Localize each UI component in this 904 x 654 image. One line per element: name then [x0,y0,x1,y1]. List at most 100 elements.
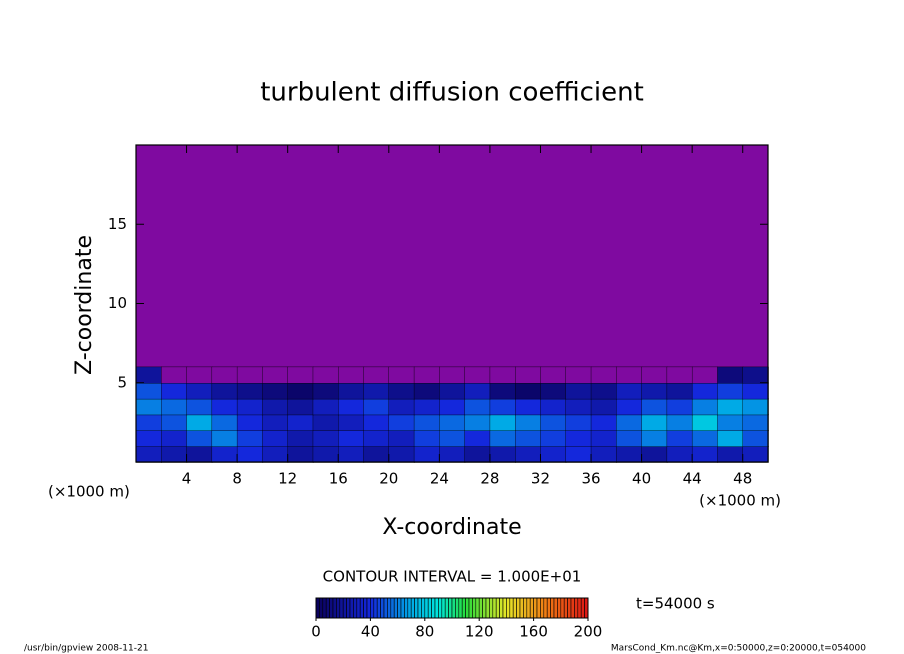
field-cell [616,398,643,416]
colorbar-stripe [495,597,500,619]
colorbar-stripe [353,597,358,619]
field-cell [161,398,188,416]
field-cell [161,382,188,400]
field-cell [135,414,162,432]
field-cell [236,398,264,416]
colorbar-stripe [329,597,334,619]
field-cell [666,430,693,447]
field-cell [312,382,339,400]
field-cell [515,445,542,463]
chart-title: turbulent diffusion coefficient [260,78,644,108]
field-cell [641,366,668,384]
field-cell [515,366,542,384]
x-tick-label: 32 [531,470,550,488]
colorbar-stripe [407,597,412,619]
field-cell [489,414,516,432]
field-cell [515,430,542,447]
field-cell [691,366,719,384]
field-cell [236,414,264,432]
colorbar-stripe [567,597,572,619]
field-cell [515,414,542,432]
field-cell [363,366,390,384]
x-tick-label: 24 [430,470,449,488]
colorbar-stripe [390,597,395,619]
colorbar-stripe [523,597,528,619]
field-cell [262,366,289,384]
field-cell [338,382,365,400]
colorbar-stripe [417,597,422,619]
field-cell [287,382,314,400]
colorbar-stripe [438,597,443,619]
field-cell [363,414,390,432]
field-cell [312,398,339,416]
field-cell [262,414,289,432]
field-cell [590,382,618,400]
y-axis-label: Z-coordinate [72,235,97,375]
colorbar-stripe [492,597,497,619]
colorbar-stripe [540,597,545,619]
field-cell [211,414,238,432]
colorbar-stripe [509,597,514,619]
colorbar-stripe [557,597,562,619]
field-cell [161,414,188,432]
colorbar-stripe [380,597,385,619]
colorbar-tick-label: 0 [311,623,321,641]
field-cell [742,414,769,432]
field-cell [413,382,441,400]
x-tick-label: 28 [480,470,499,488]
colorbar-stripe [315,597,320,619]
colorbar-stripe [519,597,524,619]
colorbar-tick-label: 120 [465,623,494,641]
colorbar-stripe [584,597,589,619]
colorbar-stripe [506,597,511,619]
field-cell [691,382,719,400]
field-cell [287,445,314,463]
field-cell [161,445,188,463]
field-cell [236,382,264,400]
field-cell [666,398,693,416]
field-cell [312,445,339,463]
colorbar-stripe [475,597,480,619]
field-cell [388,430,415,447]
field-cell [186,414,213,432]
colorbar-stripe [366,597,371,619]
field-cell [211,366,238,384]
field-cell [312,414,339,432]
field-cell [742,430,769,447]
field-cell [515,398,542,416]
colorbar-stripe [478,597,483,619]
colorbar-stripe [574,597,579,619]
field-cell [439,445,466,463]
field-cell [540,414,567,432]
field-cell [464,445,491,463]
field-cell [666,414,693,432]
colorbar-stripe [560,597,565,619]
field-cell [489,398,516,416]
colorbar-stripe [570,597,575,619]
field-cell [616,366,643,384]
field-cell [161,430,188,447]
field-cell [616,382,643,400]
colorbar-stripe [543,597,548,619]
colorbar-stripe [536,597,541,619]
field-cell [312,366,339,384]
field-cell [742,398,769,416]
x-tick-label: 20 [379,470,398,488]
field-cell [338,366,365,384]
footer-left: /usr/bin/gpview 2008-11-21 [24,644,148,654]
field-cell [439,382,466,400]
field-cell [590,414,618,432]
field-cell [161,366,188,384]
colorbar-stripe [376,597,381,619]
field-cell [565,382,592,400]
field-cell [186,430,213,447]
footer-right: MarsCond_Km.nc@Km,x=0:50000,z=0:20000,t=… [611,644,866,654]
field-cell [413,445,441,463]
field-cell [388,382,415,400]
field-cell [666,445,693,463]
field-cell [691,398,719,416]
field-cell [742,366,769,384]
field-cell [540,366,567,384]
field-cell [312,430,339,447]
